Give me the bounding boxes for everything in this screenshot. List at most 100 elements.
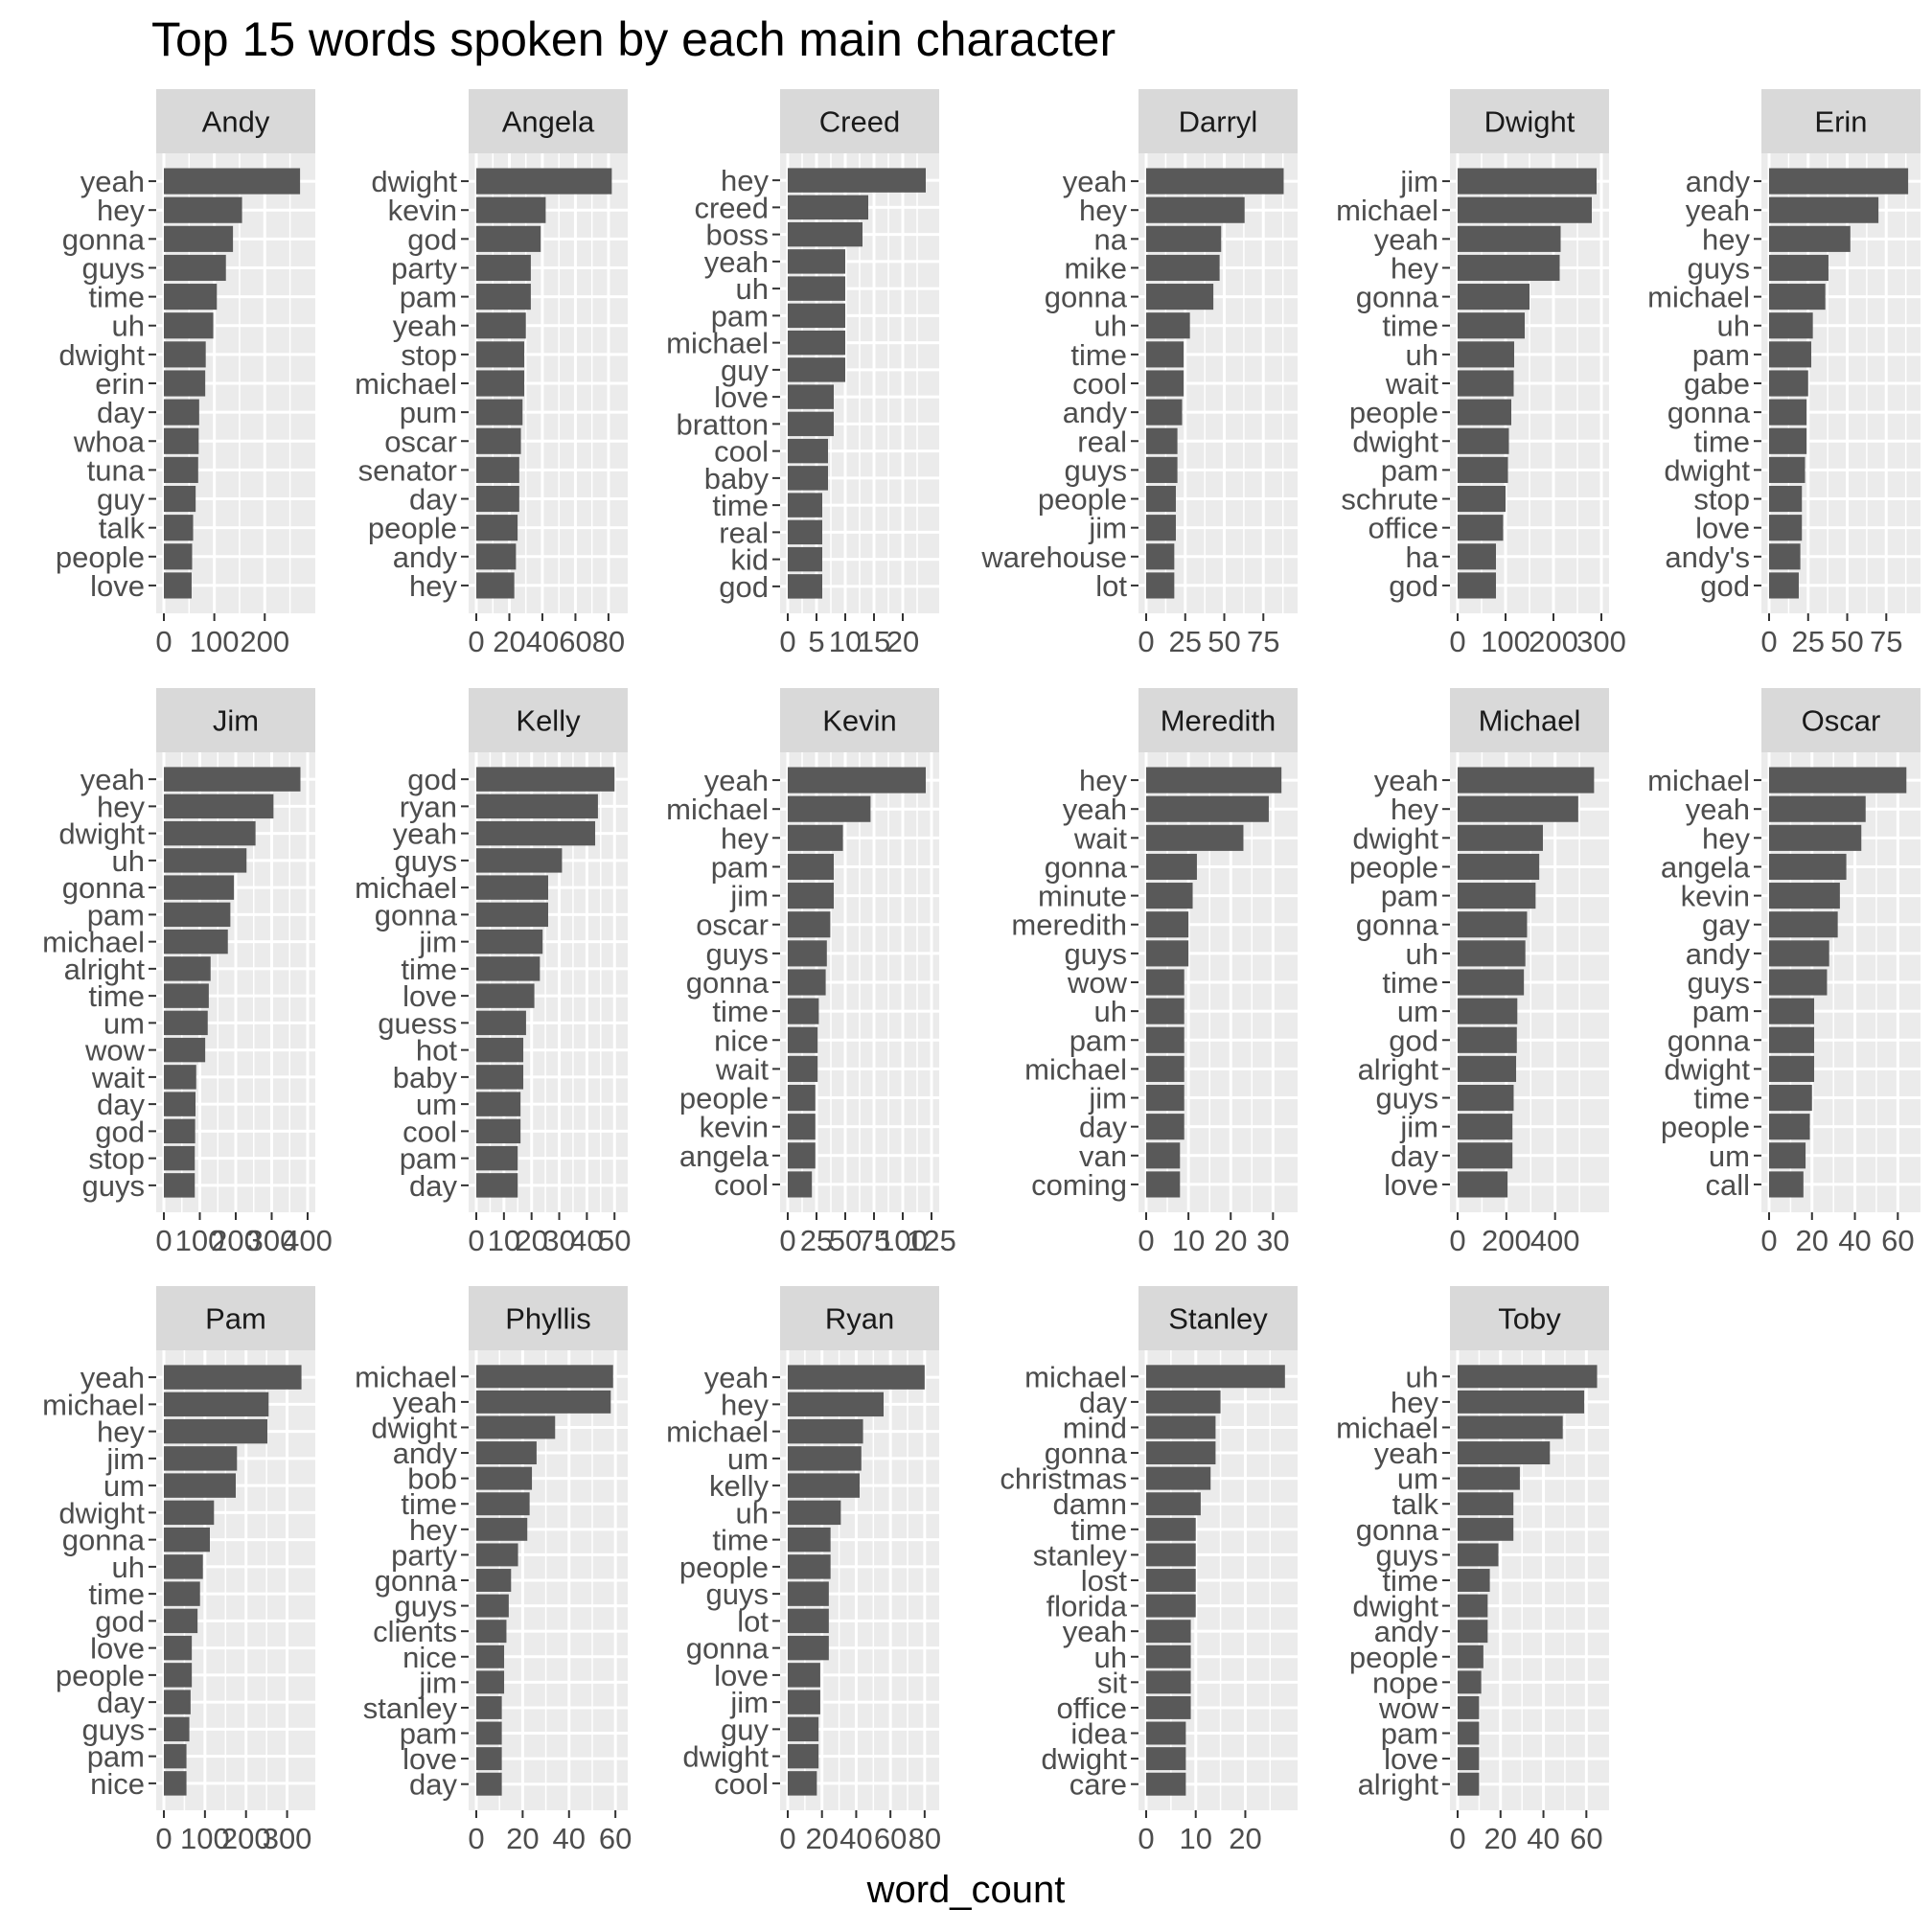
y-tick-label: yeah (80, 165, 145, 198)
y-tick-label: love (90, 1632, 145, 1666)
bar-cool (476, 1118, 521, 1144)
y-tick-label: god (1389, 1024, 1438, 1057)
y-tick-label: guy (97, 483, 145, 517)
y-tick-label: love (1384, 1168, 1438, 1202)
bar-cool (1146, 370, 1184, 397)
bar-guys (1458, 1084, 1514, 1112)
x-tick-label: 0 (1138, 1224, 1154, 1257)
bar-jim (788, 883, 834, 909)
x-tick-label: 100 (175, 1224, 225, 1257)
y-tick-label: michael (1336, 1411, 1438, 1444)
bar-yeah (164, 168, 301, 195)
y-tick-label: guys (82, 1713, 145, 1746)
bar-andy (476, 1441, 537, 1465)
bar-alright (164, 956, 211, 981)
bar-michael (788, 795, 871, 822)
bar-dwight (164, 820, 256, 846)
bar-hey (476, 1517, 528, 1541)
y-tick-label: cool (714, 435, 769, 469)
bar-wow (164, 1037, 206, 1063)
y-tick-label: andy (393, 540, 458, 574)
y-tick-label: gonna (1045, 281, 1128, 314)
y-tick-label: dwight (1664, 453, 1750, 487)
bar-gonna (1146, 853, 1197, 881)
bar-hey (1146, 767, 1282, 794)
y-tick-label: people (679, 1551, 769, 1584)
y-tick-label: day (409, 483, 457, 517)
facet-strip (1450, 688, 1609, 752)
bar-pam (1769, 341, 1812, 368)
y-tick-label: uh (1406, 338, 1438, 372)
y-tick-label: day (409, 1169, 457, 1203)
y-tick-label: yeah (1374, 764, 1438, 797)
bar-people (164, 1663, 193, 1688)
bar-time (164, 284, 218, 310)
y-tick-label: um (416, 1088, 457, 1121)
x-tick-label: 75 (1247, 625, 1279, 658)
y-tick-label: god (1389, 569, 1438, 603)
y-tick-label: um (1397, 1462, 1438, 1496)
y-tick-label: gonna (1356, 281, 1439, 314)
y-tick-label: andy (393, 1437, 458, 1470)
y-tick-label: uh (112, 1551, 145, 1584)
y-tick-label: office (1368, 512, 1438, 545)
facet-panel-angela: Angela dwightkevingodpartypamyeahstopmich… (355, 89, 628, 658)
y-tick-label: angela (1661, 850, 1751, 884)
y-tick-label: dwight (1664, 1052, 1750, 1086)
bar-office (1458, 515, 1504, 541)
y-tick-label: alright (1358, 1052, 1439, 1086)
facet-panel-michael: Michael yeahheydwightpeoplepamgonnauhtime… (1349, 688, 1609, 1257)
y-tick-label: day (97, 1088, 145, 1121)
facet-strip (469, 89, 628, 153)
bar-lost (1146, 1569, 1196, 1592)
bar-love (476, 1747, 502, 1771)
y-tick-label: pam (1381, 453, 1438, 487)
y-tick-label: andy (1686, 937, 1751, 971)
y-tick-label: hey (97, 1415, 145, 1449)
facet-strip-label: Toby (1498, 1302, 1561, 1336)
bar-day (1458, 1142, 1513, 1169)
bar-um (1458, 1466, 1520, 1490)
y-tick-label: lot (737, 1604, 769, 1638)
bar-people (1458, 399, 1511, 426)
y-tick-label: minute (1038, 880, 1127, 913)
y-tick-label: dwight (682, 1740, 769, 1774)
y-tick-label: kelly (709, 1469, 770, 1503)
x-tick-label: 0 (1449, 625, 1465, 658)
bar-gonna (164, 225, 234, 252)
y-tick-label: yeah (393, 310, 457, 343)
bar-yeah (1769, 196, 1879, 223)
y-tick-label: nope (1372, 1666, 1438, 1699)
bar-uh (164, 1554, 203, 1579)
bar-jim (788, 1690, 820, 1714)
facet-panel-kelly: Kelly godryanyeahguysmichaelgonnajimtimel… (355, 688, 631, 1257)
bar-hey (788, 824, 843, 851)
y-tick-label: senator (358, 453, 457, 487)
bar-wait (788, 1055, 818, 1082)
y-tick-label: guys (706, 937, 769, 971)
y-tick-label: clients (373, 1615, 457, 1648)
y-tick-label: hey (1391, 793, 1438, 826)
facet-strip-label: Creed (819, 105, 900, 139)
y-tick-label: nice (90, 1767, 145, 1801)
bar-jim (1458, 168, 1597, 195)
y-tick-label: um (104, 1469, 145, 1503)
y-tick-label: day (1079, 1386, 1127, 1419)
bar-hey (1769, 225, 1851, 252)
bar-hey (788, 1392, 884, 1417)
bar-guys (164, 254, 226, 282)
y-tick-label: michael (42, 926, 145, 959)
x-tick-label: 60 (1570, 1822, 1602, 1855)
bar-dwight (1769, 456, 1806, 483)
bar-kevin (1769, 883, 1840, 909)
y-tick-label: people (679, 1082, 769, 1116)
bar-uh (1458, 1365, 1598, 1389)
bar-ha (1458, 543, 1496, 570)
bar-guy (788, 1716, 819, 1742)
facet-panel-meredith: Meredith heyyeahwaitgonnaminutemeredithgu… (1011, 688, 1298, 1257)
x-tick-label: 0 (1138, 1822, 1154, 1855)
facet-panel-kevin: Kevin yeahmichaelheypamjimoscarguysgonnat… (666, 688, 956, 1257)
bar-party (476, 254, 531, 282)
bar-pam (1458, 456, 1508, 483)
